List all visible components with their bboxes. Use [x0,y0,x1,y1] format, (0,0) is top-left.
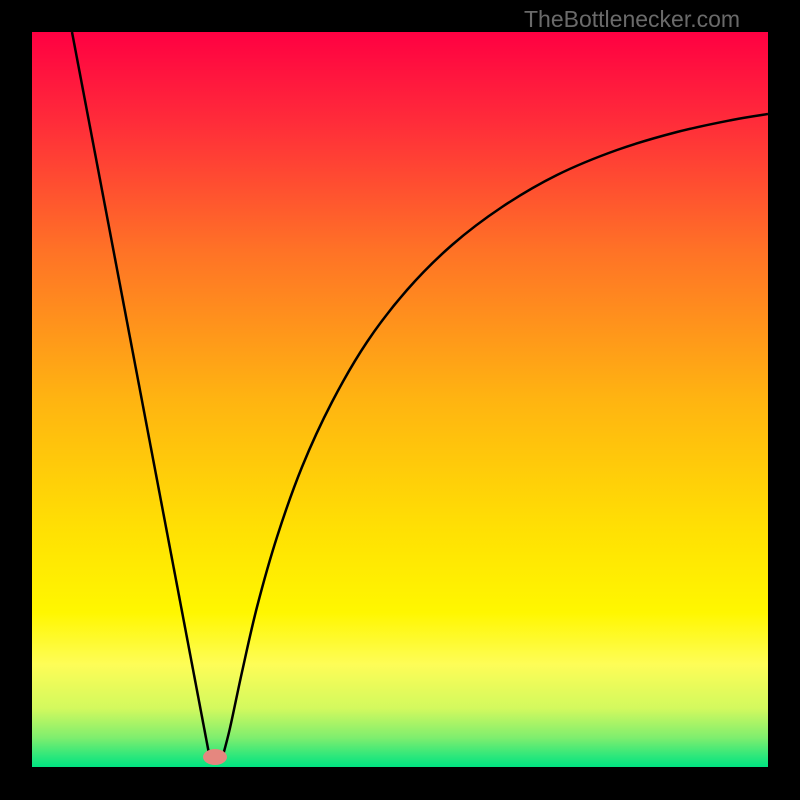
curve-left-segment [72,32,210,759]
chart-container: TheBottlenecker.com [0,0,800,800]
minimum-marker [203,749,227,765]
curve-right-segment [222,114,768,759]
watermark-text: TheBottlenecker.com [524,6,740,33]
curve-overlay [32,32,768,767]
plot-area [32,32,768,767]
